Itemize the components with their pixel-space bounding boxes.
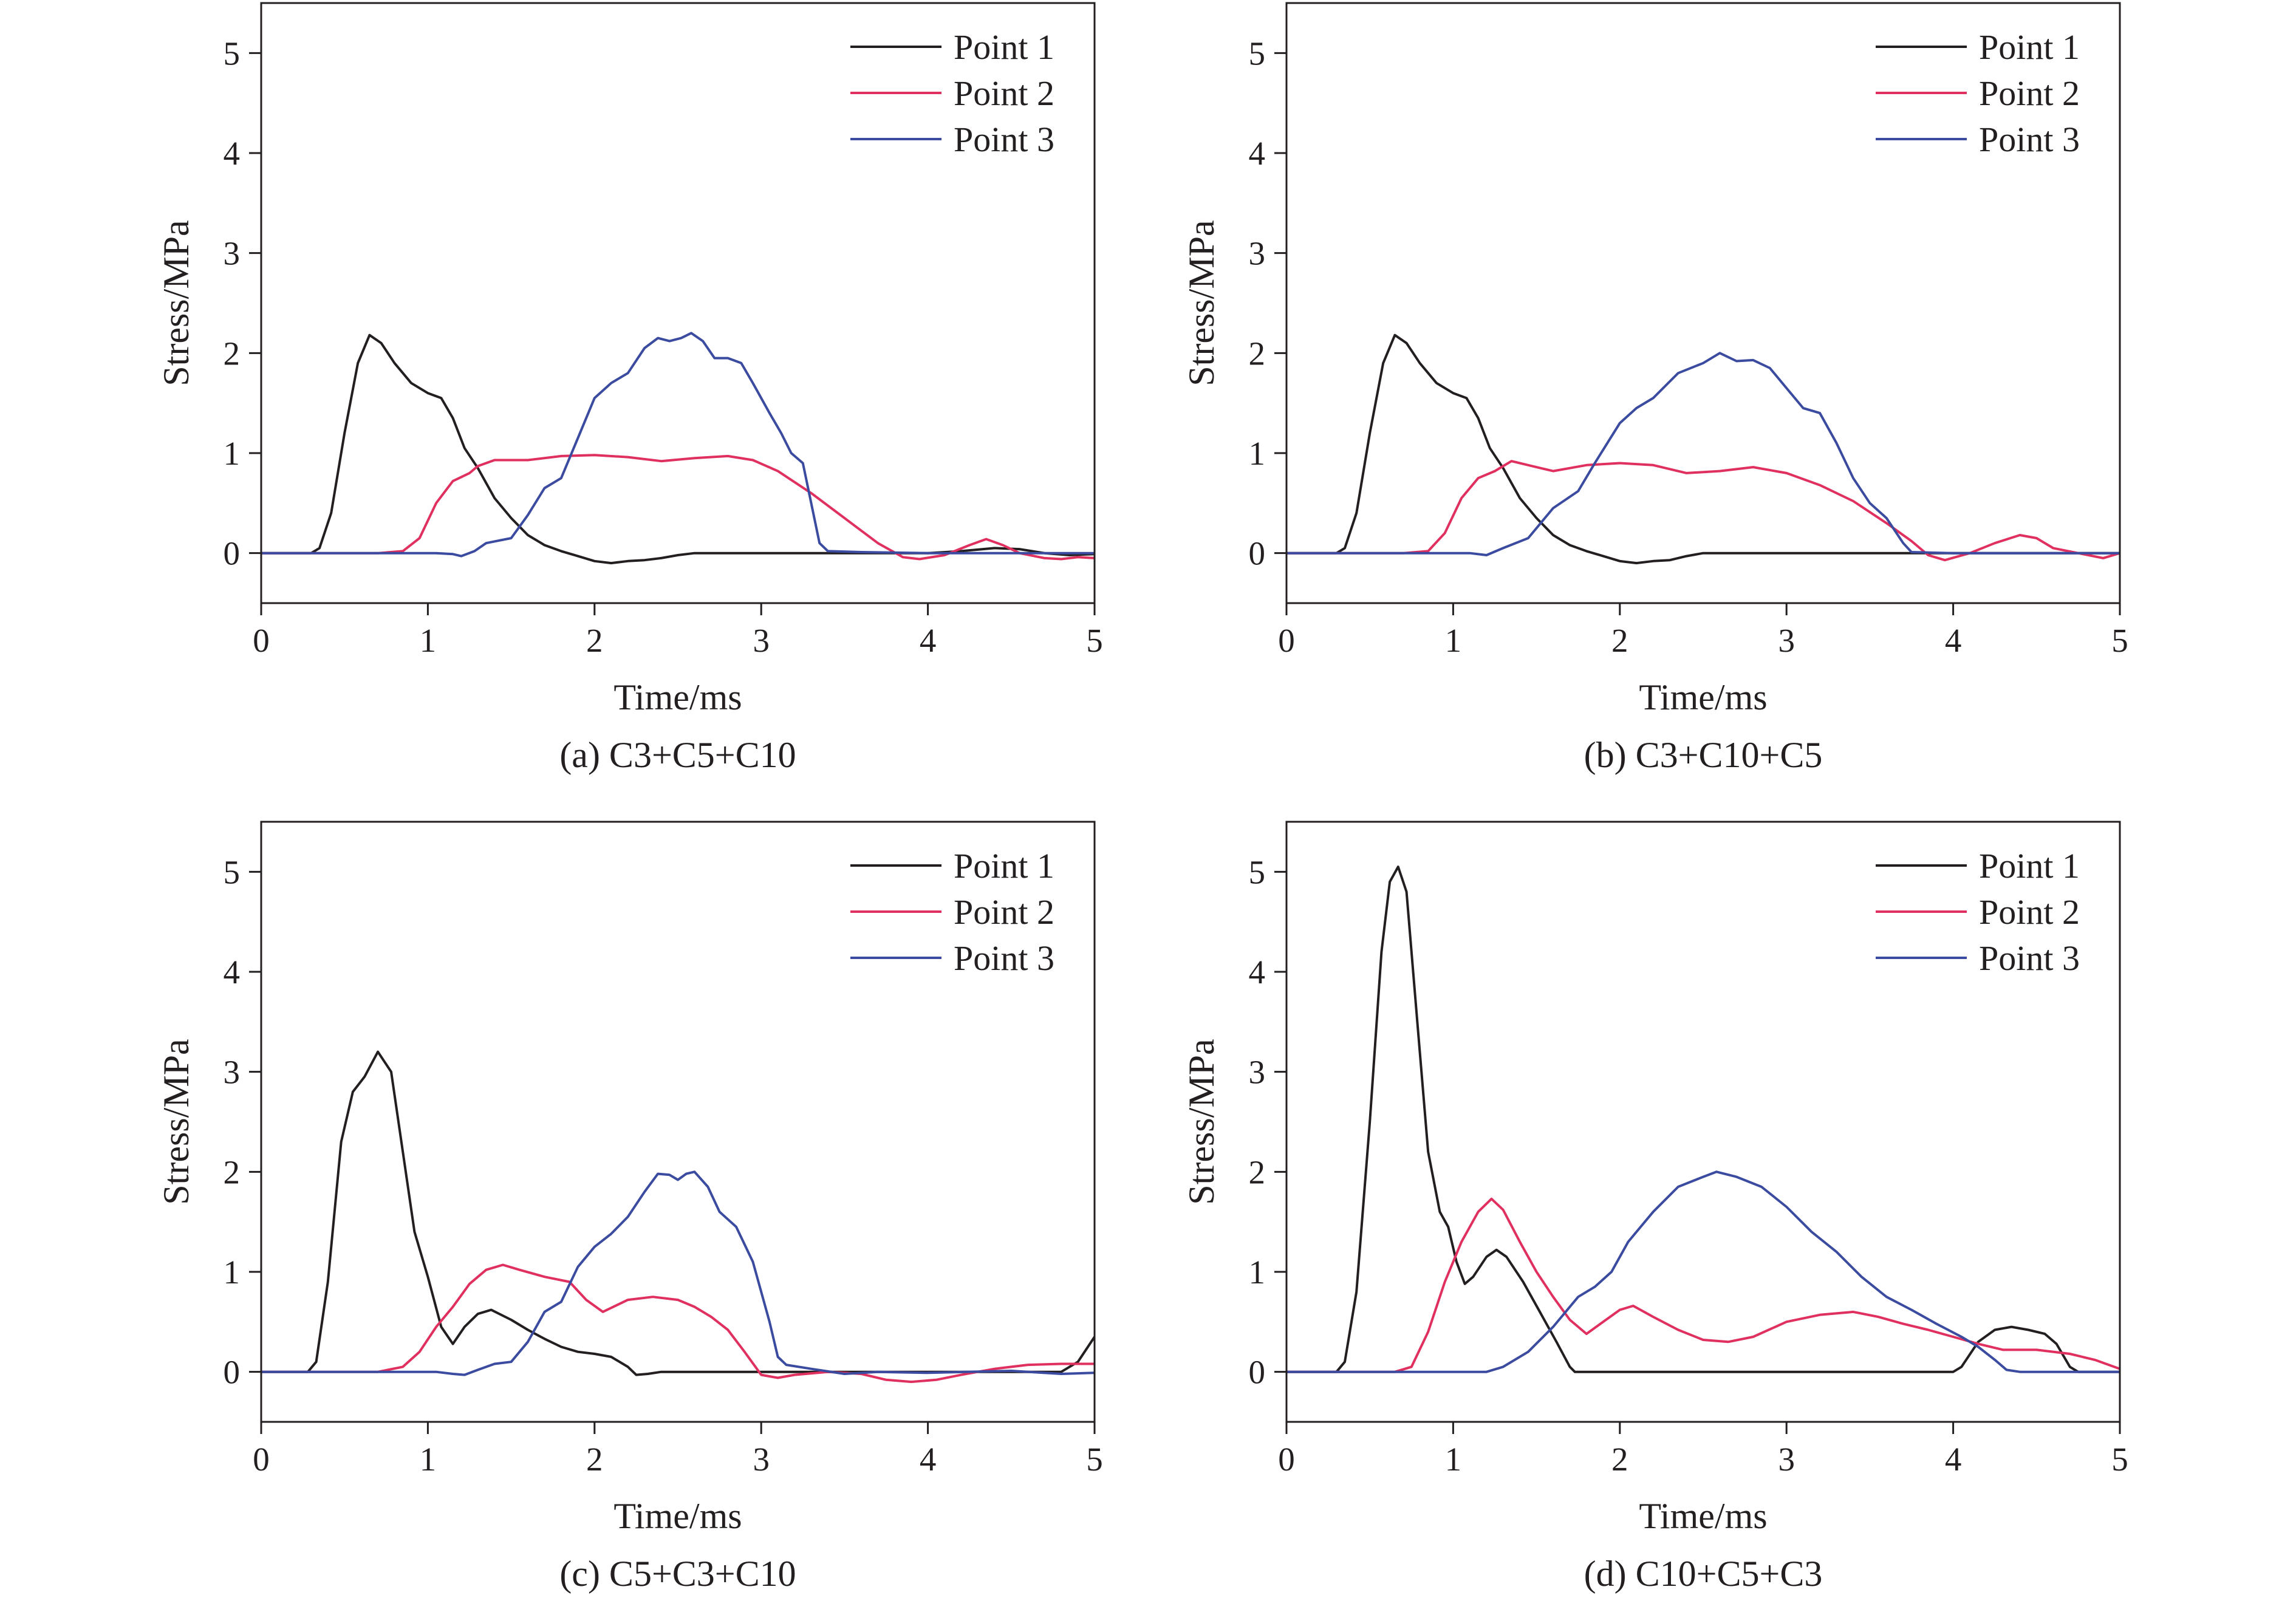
series-line-b-point-2 bbox=[1286, 460, 2120, 562]
legend-label-point-2: Point 2 bbox=[1979, 73, 2080, 113]
x-tick-label: 5 bbox=[2111, 1441, 2128, 1478]
y-tick-label: 5 bbox=[1249, 35, 1266, 72]
panel-caption-d: (d) C10+C5+C3 bbox=[1584, 1554, 1823, 1594]
x-tick-label: 1 bbox=[420, 1441, 437, 1478]
y-tick-label: 4 bbox=[1249, 954, 1266, 991]
x-tick-label: 5 bbox=[2111, 622, 2128, 659]
x-tick-label: 3 bbox=[753, 622, 770, 659]
legend-label-point-3: Point 3 bbox=[1979, 120, 2080, 159]
x-axis-title: Time/ms bbox=[613, 677, 742, 717]
legend-label-point-2: Point 2 bbox=[954, 892, 1054, 932]
series-line-a-point-2 bbox=[261, 454, 1095, 561]
y-tick-label: 5 bbox=[224, 853, 241, 890]
series-line-c-point-1 bbox=[261, 1050, 1096, 1376]
x-tick-label: 0 bbox=[1278, 622, 1295, 659]
y-tick-label: 0 bbox=[224, 535, 241, 572]
plot-frame-a bbox=[260, 2, 1096, 604]
y-tick-label: 1 bbox=[224, 435, 241, 472]
y-tick-label: 2 bbox=[1249, 335, 1266, 372]
legend-label-point-2: Point 2 bbox=[1979, 892, 2080, 932]
series-line-d-point-2 bbox=[1286, 1197, 2120, 1373]
x-tick-label: 3 bbox=[1778, 1441, 1795, 1478]
y-tick-label: 5 bbox=[224, 35, 241, 72]
x-tick-label: 2 bbox=[1611, 1441, 1628, 1478]
legend-label-point-3: Point 3 bbox=[1979, 938, 2080, 978]
series-line-d-point-1 bbox=[1286, 866, 2120, 1373]
y-axis-title: Stress/MPa bbox=[1181, 220, 1221, 386]
y-tick-label: 4 bbox=[224, 135, 241, 172]
y-axis-title: Stress/MPa bbox=[156, 1039, 196, 1204]
y-axis-title: Stress/MPa bbox=[156, 220, 196, 386]
x-tick-label: 3 bbox=[753, 1441, 770, 1478]
x-tick-label: 1 bbox=[420, 622, 437, 659]
x-tick-label: 1 bbox=[1445, 622, 1462, 659]
panel-caption-b: (b) C3+C10+C5 bbox=[1584, 735, 1823, 775]
x-tick-label: 2 bbox=[586, 1441, 603, 1478]
series-line-a-point-1 bbox=[261, 333, 1095, 565]
y-tick-label: 1 bbox=[224, 1254, 241, 1291]
y-tick-label: 3 bbox=[224, 1054, 241, 1091]
plot-frame-c bbox=[260, 821, 1096, 1423]
plot-frame-b bbox=[1285, 2, 2121, 604]
x-tick-label: 3 bbox=[1778, 622, 1795, 659]
panel-d: 0 1 2 3 4 5 0 1 2 3 4 5 Time/ms Stress/MPa Point 1 Poin… bbox=[1181, 821, 2128, 1594]
legend-label-point-2: Point 2 bbox=[954, 73, 1054, 113]
y-tick-label: 5 bbox=[1249, 853, 1266, 890]
x-tick-label: 2 bbox=[1611, 622, 1628, 659]
y-tick-label: 2 bbox=[1249, 1153, 1266, 1190]
legend-label-point-1: Point 1 bbox=[954, 846, 1054, 886]
y-tick-label: 1 bbox=[1249, 435, 1266, 472]
y-tick-label: 3 bbox=[1249, 235, 1266, 272]
x-tick-label: 2 bbox=[586, 622, 603, 659]
x-tick-label: 0 bbox=[253, 622, 270, 659]
series-line-c-point-3 bbox=[261, 1170, 1095, 1376]
panel-b: 0 1 2 3 4 5 0 1 2 3 4 5 Time/ms Stress/MPa Point 1 Poin… bbox=[1181, 2, 2128, 775]
x-tick-label: 0 bbox=[253, 1441, 270, 1478]
panel-c: 0 1 2 3 4 5 0 1 2 3 4 5 Time/ms Stress/MPa Point 1 Poin… bbox=[156, 821, 1103, 1594]
legend-label-point-1: Point 1 bbox=[954, 27, 1054, 67]
y-axis-title: Stress/MPa bbox=[1181, 1039, 1221, 1204]
x-tick-label: 0 bbox=[1278, 1441, 1295, 1478]
x-tick-label: 5 bbox=[1086, 1441, 1103, 1478]
y-tick-label: 2 bbox=[224, 335, 241, 372]
y-tick-label: 0 bbox=[1249, 535, 1266, 572]
plot-frame-d bbox=[1285, 821, 2121, 1423]
x-tick-label: 4 bbox=[920, 1441, 937, 1478]
legend-label-point-3: Point 3 bbox=[954, 120, 1054, 159]
y-tick-label: 2 bbox=[224, 1153, 241, 1190]
legend-label-point-1: Point 1 bbox=[1979, 27, 2080, 67]
series-line-d-point-3 bbox=[1286, 1170, 2120, 1373]
legend-label-point-1: Point 1 bbox=[1979, 846, 2080, 886]
x-axis-title: Time/ms bbox=[613, 1496, 742, 1536]
panel-caption-a: (a) C3+C5+C10 bbox=[559, 735, 796, 775]
y-tick-label: 4 bbox=[224, 954, 241, 991]
y-tick-label: 3 bbox=[1249, 1054, 1266, 1091]
y-tick-label: 4 bbox=[1249, 135, 1266, 172]
legend-label-point-3: Point 3 bbox=[954, 938, 1054, 978]
series-line-a-point-3 bbox=[261, 332, 1095, 558]
x-tick-label: 1 bbox=[1445, 1441, 1462, 1478]
y-tick-label: 0 bbox=[1249, 1354, 1266, 1391]
x-tick-label: 4 bbox=[1945, 622, 1962, 659]
x-axis-title: Time/ms bbox=[1639, 1496, 1767, 1536]
y-tick-label: 3 bbox=[224, 235, 241, 272]
y-tick-label: 1 bbox=[1249, 1254, 1266, 1291]
panel-caption-c: (c) C5+C3+C10 bbox=[559, 1554, 796, 1594]
series-line-b-point-1 bbox=[1286, 333, 2120, 565]
x-tick-label: 4 bbox=[920, 622, 937, 659]
series-line-b-point-3 bbox=[1286, 352, 2120, 556]
panel-a: 0 1 2 3 4 5 0 1 2 3 4 5 Time/ms Stress/MPa Point 1 Poin… bbox=[156, 2, 1103, 775]
x-tick-label: 4 bbox=[1945, 1441, 1962, 1478]
x-tick-label: 5 bbox=[1086, 622, 1103, 659]
y-tick-label: 0 bbox=[224, 1354, 241, 1391]
series-line-c-point-2 bbox=[261, 1263, 1095, 1384]
x-axis-title: Time/ms bbox=[1639, 677, 1767, 717]
